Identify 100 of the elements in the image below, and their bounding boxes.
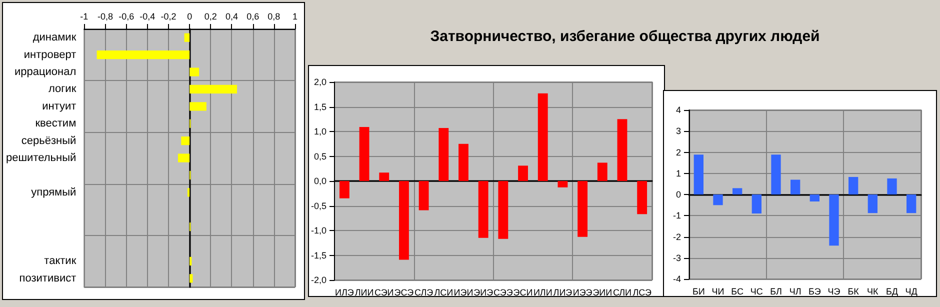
bar xyxy=(190,274,193,283)
y-tick-label: 1 xyxy=(676,168,681,178)
y-tick-label: решительный xyxy=(6,152,76,164)
x-tick-label: ИЭИ xyxy=(454,288,474,298)
y-tick-label: -1,0 xyxy=(310,226,327,236)
x-tick-label: ИЛЭ xyxy=(335,288,354,298)
x-tick-label: ИЭЭ xyxy=(572,288,593,298)
x-tick-label: БЭ xyxy=(808,286,822,296)
x-tick-label: СЭЭ xyxy=(494,288,514,298)
y-tick-label: динамик xyxy=(32,32,76,44)
bar xyxy=(637,181,648,214)
bar xyxy=(868,194,878,214)
bar xyxy=(578,181,588,237)
x-tick-label: ЭСЭ xyxy=(394,288,414,298)
y-tick-label: 0 xyxy=(676,190,681,200)
bar xyxy=(184,33,190,42)
bar xyxy=(498,181,508,239)
x-tick-label: -0,2 xyxy=(160,12,176,22)
x-tick-label: -0,6 xyxy=(118,12,134,22)
bar xyxy=(732,188,742,194)
x-tick-label: ЧК xyxy=(867,286,880,296)
bar xyxy=(181,136,190,146)
bar xyxy=(190,102,206,111)
x-tick-label: ЧЭ xyxy=(828,286,841,296)
y-tick-label: -2 xyxy=(672,232,681,242)
y-tick-label: интуит xyxy=(42,100,76,112)
x-tick-label: 0,6 xyxy=(246,12,260,22)
chart-title: Затворничество, избегание общества других людей xyxy=(430,28,820,45)
bar xyxy=(906,194,916,214)
bar xyxy=(96,50,190,60)
x-tick-label: ЛИИ xyxy=(354,288,374,298)
y-tick-label: тактик xyxy=(44,255,76,268)
y-tick-label: логик xyxy=(48,83,76,96)
x-tick-label: ЧИ xyxy=(712,286,724,296)
y-tick-label: -2,0 xyxy=(310,275,327,285)
x-tick-label: ЭИИ xyxy=(592,288,612,298)
y-tick-label: интроверт xyxy=(24,48,76,61)
x-tick-label: 0,4 xyxy=(225,12,238,22)
x-tick-label: ЧС xyxy=(750,286,764,296)
x-tick-label: -0,4 xyxy=(140,12,156,22)
y-tick-label: 2,0 xyxy=(314,77,327,87)
bar xyxy=(458,144,468,181)
bar xyxy=(418,181,429,210)
y-tick-label: иррационал xyxy=(14,66,76,78)
bar xyxy=(518,166,528,181)
bar xyxy=(538,93,548,181)
bar xyxy=(810,194,820,202)
y-tick-label: -4 xyxy=(672,274,681,284)
x-tick-label: ИЛИ xyxy=(533,288,552,298)
bar xyxy=(438,128,449,181)
x-tick-label: БС xyxy=(731,286,744,296)
bar xyxy=(379,172,390,181)
bar xyxy=(187,188,190,197)
bar xyxy=(399,181,409,260)
x-tick-label: ЭСИ xyxy=(513,288,533,298)
bar xyxy=(694,154,704,194)
bar xyxy=(339,181,350,198)
bar xyxy=(848,176,858,194)
bar xyxy=(190,68,200,76)
x-tick-label: СЭИ xyxy=(374,288,394,298)
x-tick-label: ЧД xyxy=(905,286,918,296)
bar xyxy=(752,194,762,214)
x-tick-label: СЛИ xyxy=(612,288,632,298)
y-tick-label: упрямый xyxy=(31,186,76,198)
x-tick-label: БЛ xyxy=(770,286,782,296)
x-tick-label: 0,8 xyxy=(268,12,280,22)
y-tick-label: 2 xyxy=(676,147,681,158)
x-tick-label: ЧЛ xyxy=(789,286,802,296)
bar xyxy=(178,154,190,162)
y-tick-label: 4 xyxy=(676,105,681,115)
x-tick-label: -1 xyxy=(80,12,88,22)
y-tick-label: квестим xyxy=(35,118,76,130)
bar xyxy=(887,178,897,194)
y-tick-label: 1,5 xyxy=(314,102,327,112)
y-tick-label: -1 xyxy=(672,210,681,221)
bar xyxy=(558,181,568,188)
bar xyxy=(359,127,370,181)
x-tick-label: 0,2 xyxy=(204,12,217,22)
x-tick-label: БИ xyxy=(692,286,705,296)
bar xyxy=(478,181,488,238)
y-tick-label: 0,0 xyxy=(314,176,327,186)
x-tick-label: БД xyxy=(886,286,898,296)
bar xyxy=(829,194,839,246)
x-tick-label: -0,8 xyxy=(97,12,113,22)
y-tick-label: -1,5 xyxy=(310,250,327,260)
y-tick-label: 1,0 xyxy=(314,126,327,136)
y-tick-label: серьёзный xyxy=(21,134,76,147)
y-tick-label: -3 xyxy=(672,252,681,263)
x-tick-label: ЭИЭ xyxy=(474,288,494,298)
x-tick-label: 1 xyxy=(292,12,298,22)
bar xyxy=(771,154,781,194)
y-tick-label: позитивист xyxy=(19,272,76,284)
bar xyxy=(190,84,238,94)
x-tick-label: СЛЭ xyxy=(414,288,434,298)
x-tick-label: ЛСИ xyxy=(434,288,454,298)
bar xyxy=(617,119,628,181)
x-tick-label: 0 xyxy=(187,12,192,22)
x-tick-label: ЛСЭ xyxy=(632,288,652,298)
x-tick-label: БК xyxy=(848,286,860,296)
y-tick-label: 3 xyxy=(676,126,681,136)
